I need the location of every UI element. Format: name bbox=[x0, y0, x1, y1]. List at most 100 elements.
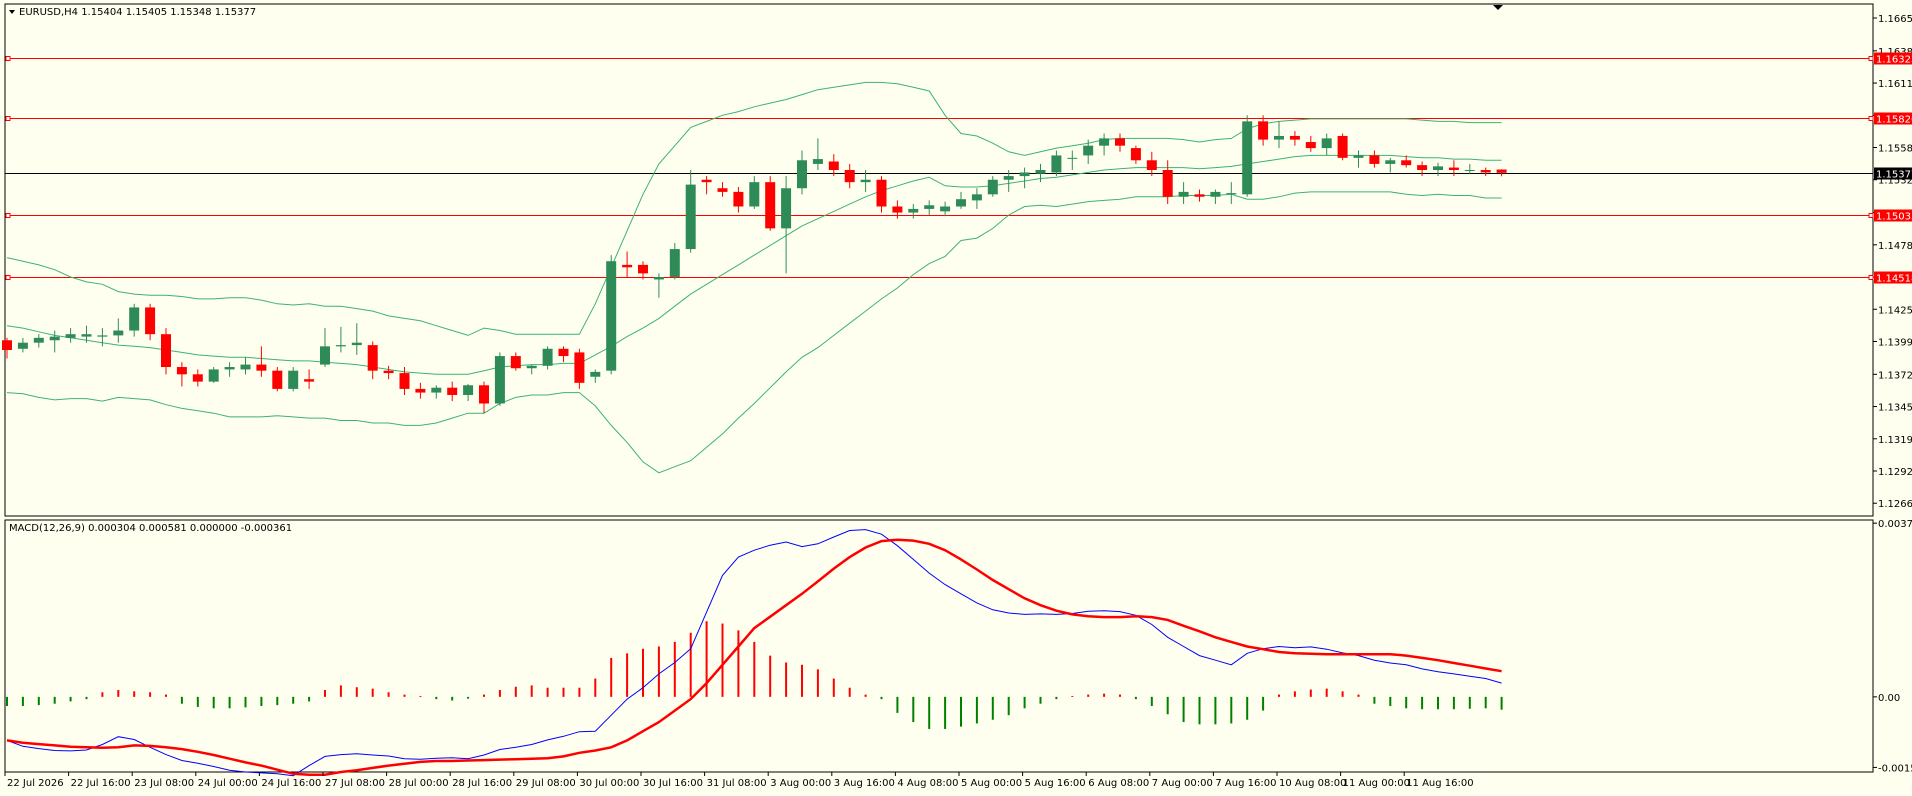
candle-bull-body bbox=[797, 160, 807, 189]
candle-bear-body bbox=[2, 340, 12, 350]
time-tick-label: 10 Aug 08:00 bbox=[1279, 778, 1346, 789]
candle-bull-body bbox=[1464, 170, 1475, 172]
level-price-tag-label: 1.16323 bbox=[1876, 55, 1912, 66]
candle-bull-body bbox=[812, 159, 823, 164]
price-tick-label: 1.13190 bbox=[1878, 435, 1912, 446]
time-tick-label: 6 Aug 08:00 bbox=[1088, 778, 1149, 789]
candle-bull-body bbox=[971, 194, 982, 201]
macd-main-line bbox=[6, 529, 1502, 777]
level-anchor-handle bbox=[5, 275, 11, 280]
candle-bull-body bbox=[749, 182, 760, 207]
level-price-tag-label: 1.15826 bbox=[1876, 115, 1912, 126]
candle-bull-body bbox=[1433, 166, 1443, 171]
candle-bull-body bbox=[1274, 135, 1284, 140]
candle-bear-body bbox=[192, 374, 203, 382]
price-tick-label: 1.16380 bbox=[1878, 47, 1912, 58]
candle-bear-body bbox=[558, 348, 569, 357]
time-tick-label: 27 Jul 08:00 bbox=[325, 778, 385, 789]
level-anchor-handle bbox=[5, 56, 11, 61]
candle-bear-body bbox=[1305, 142, 1316, 149]
candle-bull-body bbox=[987, 179, 998, 195]
candle-bull-body bbox=[669, 249, 680, 278]
candle-bear-body bbox=[733, 191, 744, 207]
price-tick-label: 1.15585 bbox=[1878, 144, 1912, 155]
symbol-ohlc-label: EURUSD,H4 1.15404 1.15405 1.15348 1.1537… bbox=[19, 7, 256, 18]
time-tick-label: 24 Jul 16:00 bbox=[261, 778, 321, 789]
macd-signal-line bbox=[6, 538, 1502, 776]
macd-histogram bbox=[6, 621, 1503, 729]
candle-bear-body bbox=[1258, 121, 1269, 140]
level-price-tag-label: 1.15033 bbox=[1876, 212, 1912, 223]
time-tick-label: 5 Aug 00:00 bbox=[961, 778, 1022, 789]
time-tick-label: 4 Aug 08:00 bbox=[897, 778, 958, 789]
candle-bull-body bbox=[1099, 138, 1110, 146]
level-anchor-handle bbox=[5, 213, 11, 218]
bollinger-bands bbox=[6, 81, 1502, 474]
level-anchor-handle bbox=[1868, 116, 1874, 121]
candle-bear-body bbox=[161, 334, 171, 368]
level-anchor-handle bbox=[1868, 275, 1874, 280]
price-tick-label: 1.16115 bbox=[1878, 79, 1912, 90]
candle-bear-body bbox=[1496, 169, 1507, 173]
macd-tick-label: 0.003791 bbox=[1878, 519, 1912, 530]
triangle-down-icon[interactable] bbox=[1493, 5, 1503, 10]
time-tick-label: 28 Jul 00:00 bbox=[389, 778, 449, 789]
candle-bull-body bbox=[940, 206, 951, 212]
candle-bear-body bbox=[510, 356, 521, 369]
candle-bear-body bbox=[1417, 165, 1428, 171]
candle-bull-body bbox=[1067, 157, 1078, 159]
candle-bear-body bbox=[1115, 138, 1125, 146]
candle-bull-body bbox=[1353, 155, 1364, 158]
candle-bear-body bbox=[892, 206, 903, 213]
candle-bull-body bbox=[463, 385, 474, 395]
price-tick-label: 1.13990 bbox=[1878, 337, 1912, 348]
candle-bull-body bbox=[208, 369, 219, 382]
time-tick-label: 29 Jul 08:00 bbox=[516, 778, 576, 789]
candle-bull-body bbox=[494, 356, 505, 404]
candle-bear-body bbox=[479, 385, 489, 404]
candle-bull-body bbox=[653, 277, 664, 280]
candle-bear-body bbox=[399, 373, 410, 389]
macd-axis: 0.003791 0.00 -0.00154 bbox=[1873, 519, 1912, 774]
candle-bull-body bbox=[65, 334, 76, 338]
price-tick-label: 1.12925 bbox=[1878, 467, 1912, 478]
level-price-tag bbox=[1874, 271, 1912, 284]
candle-bear-body bbox=[638, 264, 648, 274]
candle-bull-body bbox=[1242, 121, 1253, 195]
candle-bull-body bbox=[1035, 170, 1046, 174]
level-anchor-handle bbox=[5, 116, 11, 121]
bands-middle-line bbox=[6, 154, 1502, 375]
macd-tick-label: 0.00 bbox=[1878, 693, 1900, 704]
candle-bull-body bbox=[908, 208, 919, 213]
candle-bear-body bbox=[145, 307, 156, 335]
time-tick-label: 7 Aug 16:00 bbox=[1215, 778, 1276, 789]
candle-bull-body bbox=[1385, 160, 1396, 164]
candle-bear-body bbox=[1289, 135, 1300, 140]
level-price-tag bbox=[1874, 52, 1912, 65]
candle-bull-body bbox=[33, 337, 44, 343]
candle-bear-body bbox=[383, 370, 394, 374]
price-tick-label: 1.14785 bbox=[1878, 241, 1912, 252]
candle-bear-body bbox=[367, 345, 378, 371]
candle-bull-body bbox=[240, 364, 251, 370]
candle-bear-body bbox=[574, 352, 585, 383]
price-tick-label: 1.14255 bbox=[1878, 305, 1912, 316]
candle-bull-body bbox=[1083, 145, 1094, 156]
level-anchor-handle bbox=[1868, 56, 1874, 61]
time-tick-label: 11 Aug 00:00 bbox=[1343, 778, 1410, 789]
candlestick-series bbox=[2, 115, 1507, 414]
horizontal-levels[interactable] bbox=[5, 56, 1874, 280]
candle-bear-body bbox=[828, 161, 839, 171]
time-tick-label: 7 Aug 00:00 bbox=[1152, 778, 1213, 789]
triangle-down-icon[interactable] bbox=[9, 10, 15, 14]
candle-bull-body bbox=[335, 345, 346, 347]
candle-bull-body bbox=[129, 307, 140, 331]
time-tick-label: 22 Jul 2026 bbox=[7, 778, 64, 789]
candle-bull-body bbox=[542, 348, 553, 366]
candle-bull-body bbox=[224, 367, 235, 370]
candle-bear-body bbox=[1146, 160, 1157, 171]
candle-bear-body bbox=[1480, 170, 1491, 173]
